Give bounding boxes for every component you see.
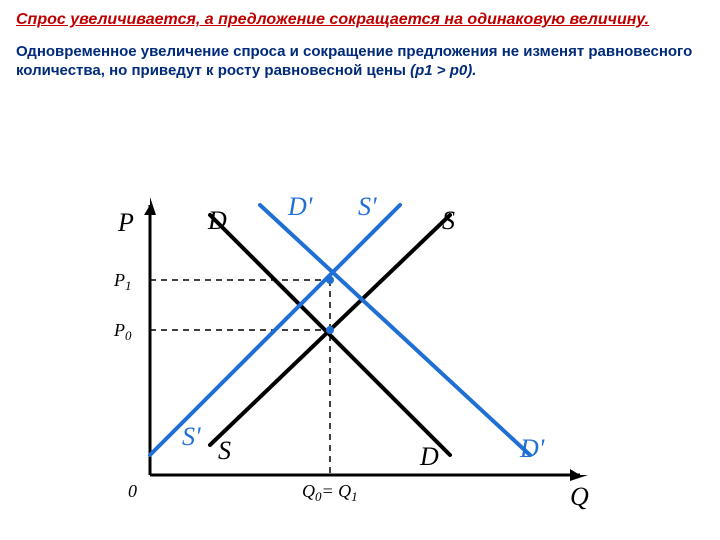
svg-text:S: S bbox=[442, 206, 455, 235]
svg-text:S: S bbox=[218, 436, 231, 465]
svg-text:Q: Q bbox=[570, 482, 589, 511]
svg-text:D: D bbox=[207, 206, 227, 235]
svg-text:D': D' bbox=[519, 434, 545, 463]
subtext-italic: (p1 > p0). bbox=[410, 62, 476, 79]
svg-text:0: 0 bbox=[128, 481, 137, 501]
supply-demand-chart: P Q 0 P1 P0 Q0= Q1 D D' S' S S' S D D' bbox=[90, 185, 630, 525]
svg-text:S': S' bbox=[182, 422, 201, 451]
svg-text:S': S' bbox=[358, 192, 377, 221]
svg-text:D: D bbox=[419, 442, 439, 471]
subtext-plain: Одновременное увеличение спроса и сокращ… bbox=[16, 43, 692, 79]
heading-text: Спрос увеличивается, а предложение сокра… bbox=[16, 10, 704, 31]
svg-text:P1: P1 bbox=[113, 270, 132, 293]
svg-text:Q0= Q1: Q0= Q1 bbox=[302, 481, 358, 504]
chart-svg: P Q 0 P1 P0 Q0= Q1 D D' S' S S' S D D' bbox=[90, 185, 630, 525]
svg-text:P0: P0 bbox=[113, 320, 132, 343]
svg-text:D': D' bbox=[287, 192, 313, 221]
subtext: Одновременное увеличение спроса и сокращ… bbox=[16, 43, 704, 81]
svg-text:P: P bbox=[117, 208, 134, 237]
